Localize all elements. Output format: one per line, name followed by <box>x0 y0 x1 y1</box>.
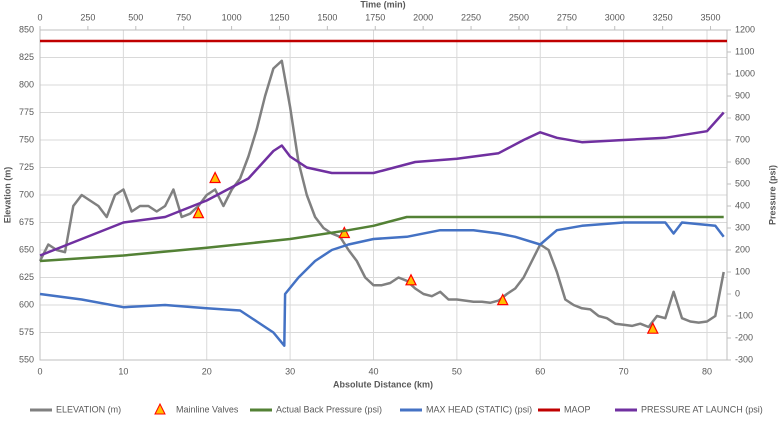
x2-tick-label: 1250 <box>269 12 289 22</box>
x-tick-label: 0 <box>37 366 42 376</box>
valve-marker <box>192 206 205 219</box>
valve-marker <box>646 321 659 334</box>
legend-swatch <box>154 402 166 415</box>
x2-tick-label: 2250 <box>461 12 481 22</box>
y-tick-label: 750 <box>19 134 34 144</box>
x2-tick-label: 2750 <box>557 12 577 22</box>
x2-tick-label: 1000 <box>222 12 242 22</box>
valve-marker <box>338 226 351 239</box>
x2-tick-label: 2500 <box>509 12 529 22</box>
y2-tick-label: 0 <box>735 288 740 298</box>
y2-tick-label: 700 <box>735 134 750 144</box>
x2-tick-label: 3250 <box>653 12 673 22</box>
x-tick-label: 10 <box>118 366 128 376</box>
y-tick-label: 575 <box>19 327 34 337</box>
y-tick-label: 825 <box>19 52 34 62</box>
y2-tick-label: 1000 <box>735 68 755 78</box>
x-tick-label: 60 <box>535 366 545 376</box>
x2-tick-label: 3000 <box>605 12 625 22</box>
x2-tick-label: 0 <box>37 12 42 22</box>
series-line <box>39 221 725 347</box>
legend-label: PRESSURE AT LAUNCH (psi) <box>641 404 763 414</box>
valve-marker <box>209 171 222 184</box>
x2-axis-title: Time (min) <box>360 0 405 9</box>
x2-tick-label: 2000 <box>413 12 433 22</box>
y-tick-label: 725 <box>19 162 34 172</box>
y-tick-label: 675 <box>19 217 34 227</box>
y2-tick-label: -200 <box>735 332 753 342</box>
x2-tick-label: 500 <box>128 12 143 22</box>
y-tick-label: 550 <box>19 354 34 364</box>
y2-axis-title: Pressure (psi) <box>767 165 777 225</box>
y2-tick-label: -100 <box>735 310 753 320</box>
plot-frame <box>39 29 728 361</box>
y2-tick-label: -300 <box>735 354 753 364</box>
y2-tick-label: 1200 <box>735 24 755 34</box>
valve-marker <box>405 273 417 286</box>
y-tick-label: 700 <box>19 189 34 199</box>
legend-label: Mainline Valves <box>176 404 239 414</box>
y2-tick-label: 300 <box>735 222 750 232</box>
y2-tick-label: 500 <box>735 178 750 188</box>
y2-tick-label: 900 <box>735 90 750 100</box>
y-tick-label: 650 <box>19 244 34 254</box>
x-tick-label: 80 <box>702 366 712 376</box>
legend-label: ELEVATION (m) <box>56 404 121 414</box>
legend-label: MAOP <box>564 404 591 414</box>
x-tick-label: 50 <box>452 366 462 376</box>
series-line <box>39 111 725 257</box>
y2-tick-label: 1100 <box>735 46 754 56</box>
y2-tick-label: 800 <box>735 112 750 122</box>
x2-tick-label: 250 <box>80 12 95 22</box>
y-tick-label: 800 <box>19 79 34 89</box>
x2-tick-label: 750 <box>176 12 191 22</box>
y-axis-title: Elevation (m) <box>2 167 12 224</box>
y2-tick-label: 200 <box>735 244 750 254</box>
valve-marker <box>496 293 509 306</box>
x-tick-label: 70 <box>619 366 629 376</box>
x2-tick-label: 1500 <box>317 12 337 22</box>
y-tick-label: 775 <box>19 107 34 117</box>
y-tick-label: 850 <box>19 24 34 34</box>
y-tick-label: 625 <box>19 272 34 282</box>
series-line <box>39 215 724 263</box>
series-line <box>38 59 725 329</box>
x2-tick-label: 3500 <box>701 12 721 22</box>
x-tick-label: 20 <box>202 366 212 376</box>
legend-label: Actual Back Pressure (psi) <box>276 404 382 414</box>
x-tick-label: 40 <box>368 366 378 376</box>
y2-tick-label: 100 <box>735 266 750 276</box>
legend-label: MAX HEAD (STATIC) (psi) <box>426 404 532 414</box>
y2-tick-label: 600 <box>735 156 750 166</box>
y-tick-label: 600 <box>19 299 34 309</box>
x2-tick-label: 1750 <box>365 12 385 22</box>
y2-tick-label: 400 <box>735 200 750 210</box>
x-axis-title: Absolute Distance (km) <box>333 379 433 389</box>
x-tick-label: 30 <box>285 366 295 376</box>
